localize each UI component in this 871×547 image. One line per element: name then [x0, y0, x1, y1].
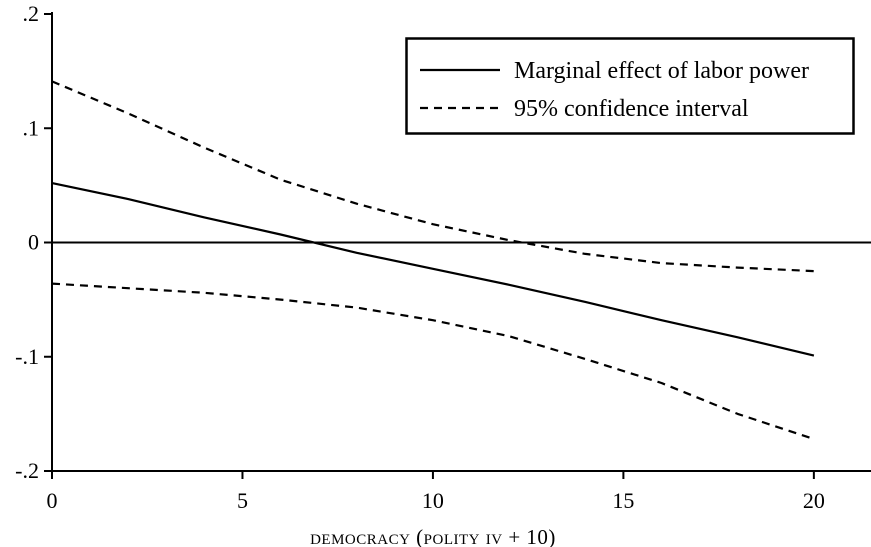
- y-tick-label: -.2: [15, 458, 39, 483]
- series-line-ci-lower: [51, 282, 815, 441]
- legend-label: 95% confidence interval: [514, 96, 749, 122]
- plot-lines: [51, 80, 871, 441]
- y-tick-label: .1: [23, 115, 40, 140]
- x-tick-label: 15: [612, 488, 634, 513]
- axes: -.2 -.1 0 .1 .2 0 5 10 15 20 democracy (polity iv …: [15, 1, 871, 547]
- legend-box: [405, 37, 855, 135]
- x-tick-label: 5: [237, 488, 248, 513]
- legend: Marginal effect of labor power 95% confid…: [405, 37, 855, 135]
- legend-label: Marginal effect of labor power: [514, 58, 809, 84]
- x-tick-label: 0: [47, 488, 58, 513]
- y-tick-label: .2: [23, 1, 40, 26]
- x-tick-label: 20: [803, 488, 825, 513]
- y-tick-label: 0: [28, 230, 39, 255]
- x-axis-title: democracy (polity iv + 10): [310, 525, 556, 547]
- x-tick-label: 10: [422, 488, 444, 513]
- y-tick-label: -.1: [15, 344, 39, 369]
- series-line-marginal-effect: [51, 182, 815, 357]
- series-line-ci-upper: [51, 80, 814, 273]
